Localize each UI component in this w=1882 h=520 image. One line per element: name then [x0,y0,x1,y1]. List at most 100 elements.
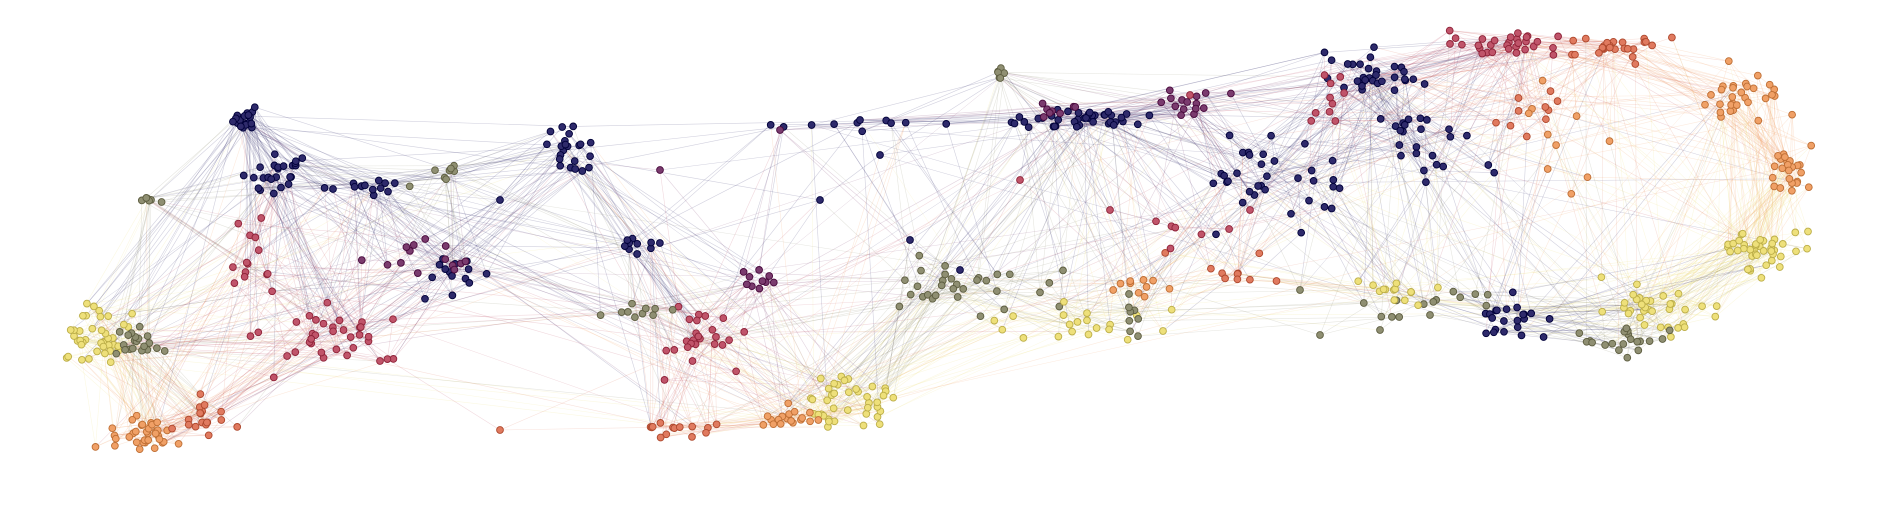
graph-edge [1395,83,1425,127]
graph-edge [1039,113,1061,293]
graph-node [1159,327,1167,335]
graph-edge [654,308,667,435]
graph-node [203,418,211,427]
graph-edge [1331,134,1548,209]
graph-node [319,319,328,328]
graph-edge [1274,77,1364,162]
graph-edge [81,235,251,345]
graph-edge [628,249,693,427]
graph-node [1074,109,1083,117]
graph-edge [107,315,129,336]
graph-edge [1144,296,1172,310]
graph-node [1717,85,1726,94]
graph-node [1761,94,1770,103]
graph-node [1167,94,1175,103]
graph-edge [1399,144,1603,312]
graph-edge [767,378,821,417]
graph-edge [292,165,446,270]
graph-node [1637,300,1646,309]
graph-node [1400,296,1409,305]
graph-edge [353,183,628,241]
graph-node [651,304,659,313]
graph-edge [861,131,880,425]
graph-node [1804,227,1812,236]
graph-node [448,272,456,280]
graph-edge [1248,130,1401,153]
graph-edge [1524,264,1767,320]
graph-edge [102,342,159,431]
graph-edge [1274,79,1366,162]
graph-node [1372,71,1380,79]
graph-edge [834,393,868,408]
graph-node [1391,122,1400,130]
graph-edge [244,186,410,278]
graph-edge [234,165,275,284]
graph-node [1572,112,1581,120]
graph-edge [246,112,297,162]
graph-node [561,140,570,149]
graph-node [755,266,763,274]
graph-edge [692,360,737,372]
graph-node [1225,131,1234,140]
graph-node [1474,41,1483,50]
graph-edge [910,270,922,295]
graph-node [719,314,728,322]
graph-edge [687,346,813,400]
graph-edge [1324,52,1444,167]
graph-edge [449,170,638,255]
graph-node [254,328,263,337]
graph-edge [1720,116,1793,184]
graph-edge [81,199,152,345]
graph-node [1738,229,1747,238]
graph-edge [1187,41,1645,103]
graph-node [1542,115,1550,124]
graph-node [1177,111,1185,120]
graph-edge [728,339,774,425]
graph-edge [1396,182,1427,301]
graph-edge [778,402,878,420]
graph-edge [1486,305,1646,309]
graph-edge [1136,279,1238,316]
graph-edge [1002,312,1088,330]
graph-edge [1743,161,1788,246]
graph-edge [997,71,1312,122]
graph-edge [332,272,418,328]
graph-edge [1071,111,1109,332]
graph-edge [271,178,418,274]
graph-edge [1137,291,1412,337]
graph-edge [113,182,395,346]
graph-node [623,236,632,244]
graph-edge [444,177,466,262]
graph-edge [632,122,858,239]
graph-edge [1333,97,1519,181]
graph-node [1767,247,1776,255]
graph-node [1484,161,1493,169]
graph-node [234,219,243,228]
graph-edge [132,410,203,421]
graph-edge [147,166,261,199]
graph-edge [1370,57,1437,300]
graph-node [1085,108,1094,117]
graph-edge [116,353,189,420]
graph-edge [1493,172,1532,314]
graph-edge [758,269,835,422]
graph-edge [271,176,291,292]
graph-edge [1009,274,1111,325]
graph-edge [800,154,881,420]
graph-node [1192,92,1201,101]
graph-edge [255,193,275,238]
graph-edge [559,158,667,351]
graph-edge [1624,255,1753,304]
graph-edge [692,344,723,362]
graph-edge [267,177,316,336]
graph-node [701,312,710,320]
graph-node [829,404,838,413]
graph-node [1626,335,1635,344]
graph-edge [1315,110,1519,114]
graph-edge [1122,121,1145,297]
graph-edge [1332,83,1425,187]
graph-edge [1304,52,1325,144]
graph-edge [164,350,348,356]
graph-edge [986,107,1204,281]
graph-edge [1549,293,1679,320]
